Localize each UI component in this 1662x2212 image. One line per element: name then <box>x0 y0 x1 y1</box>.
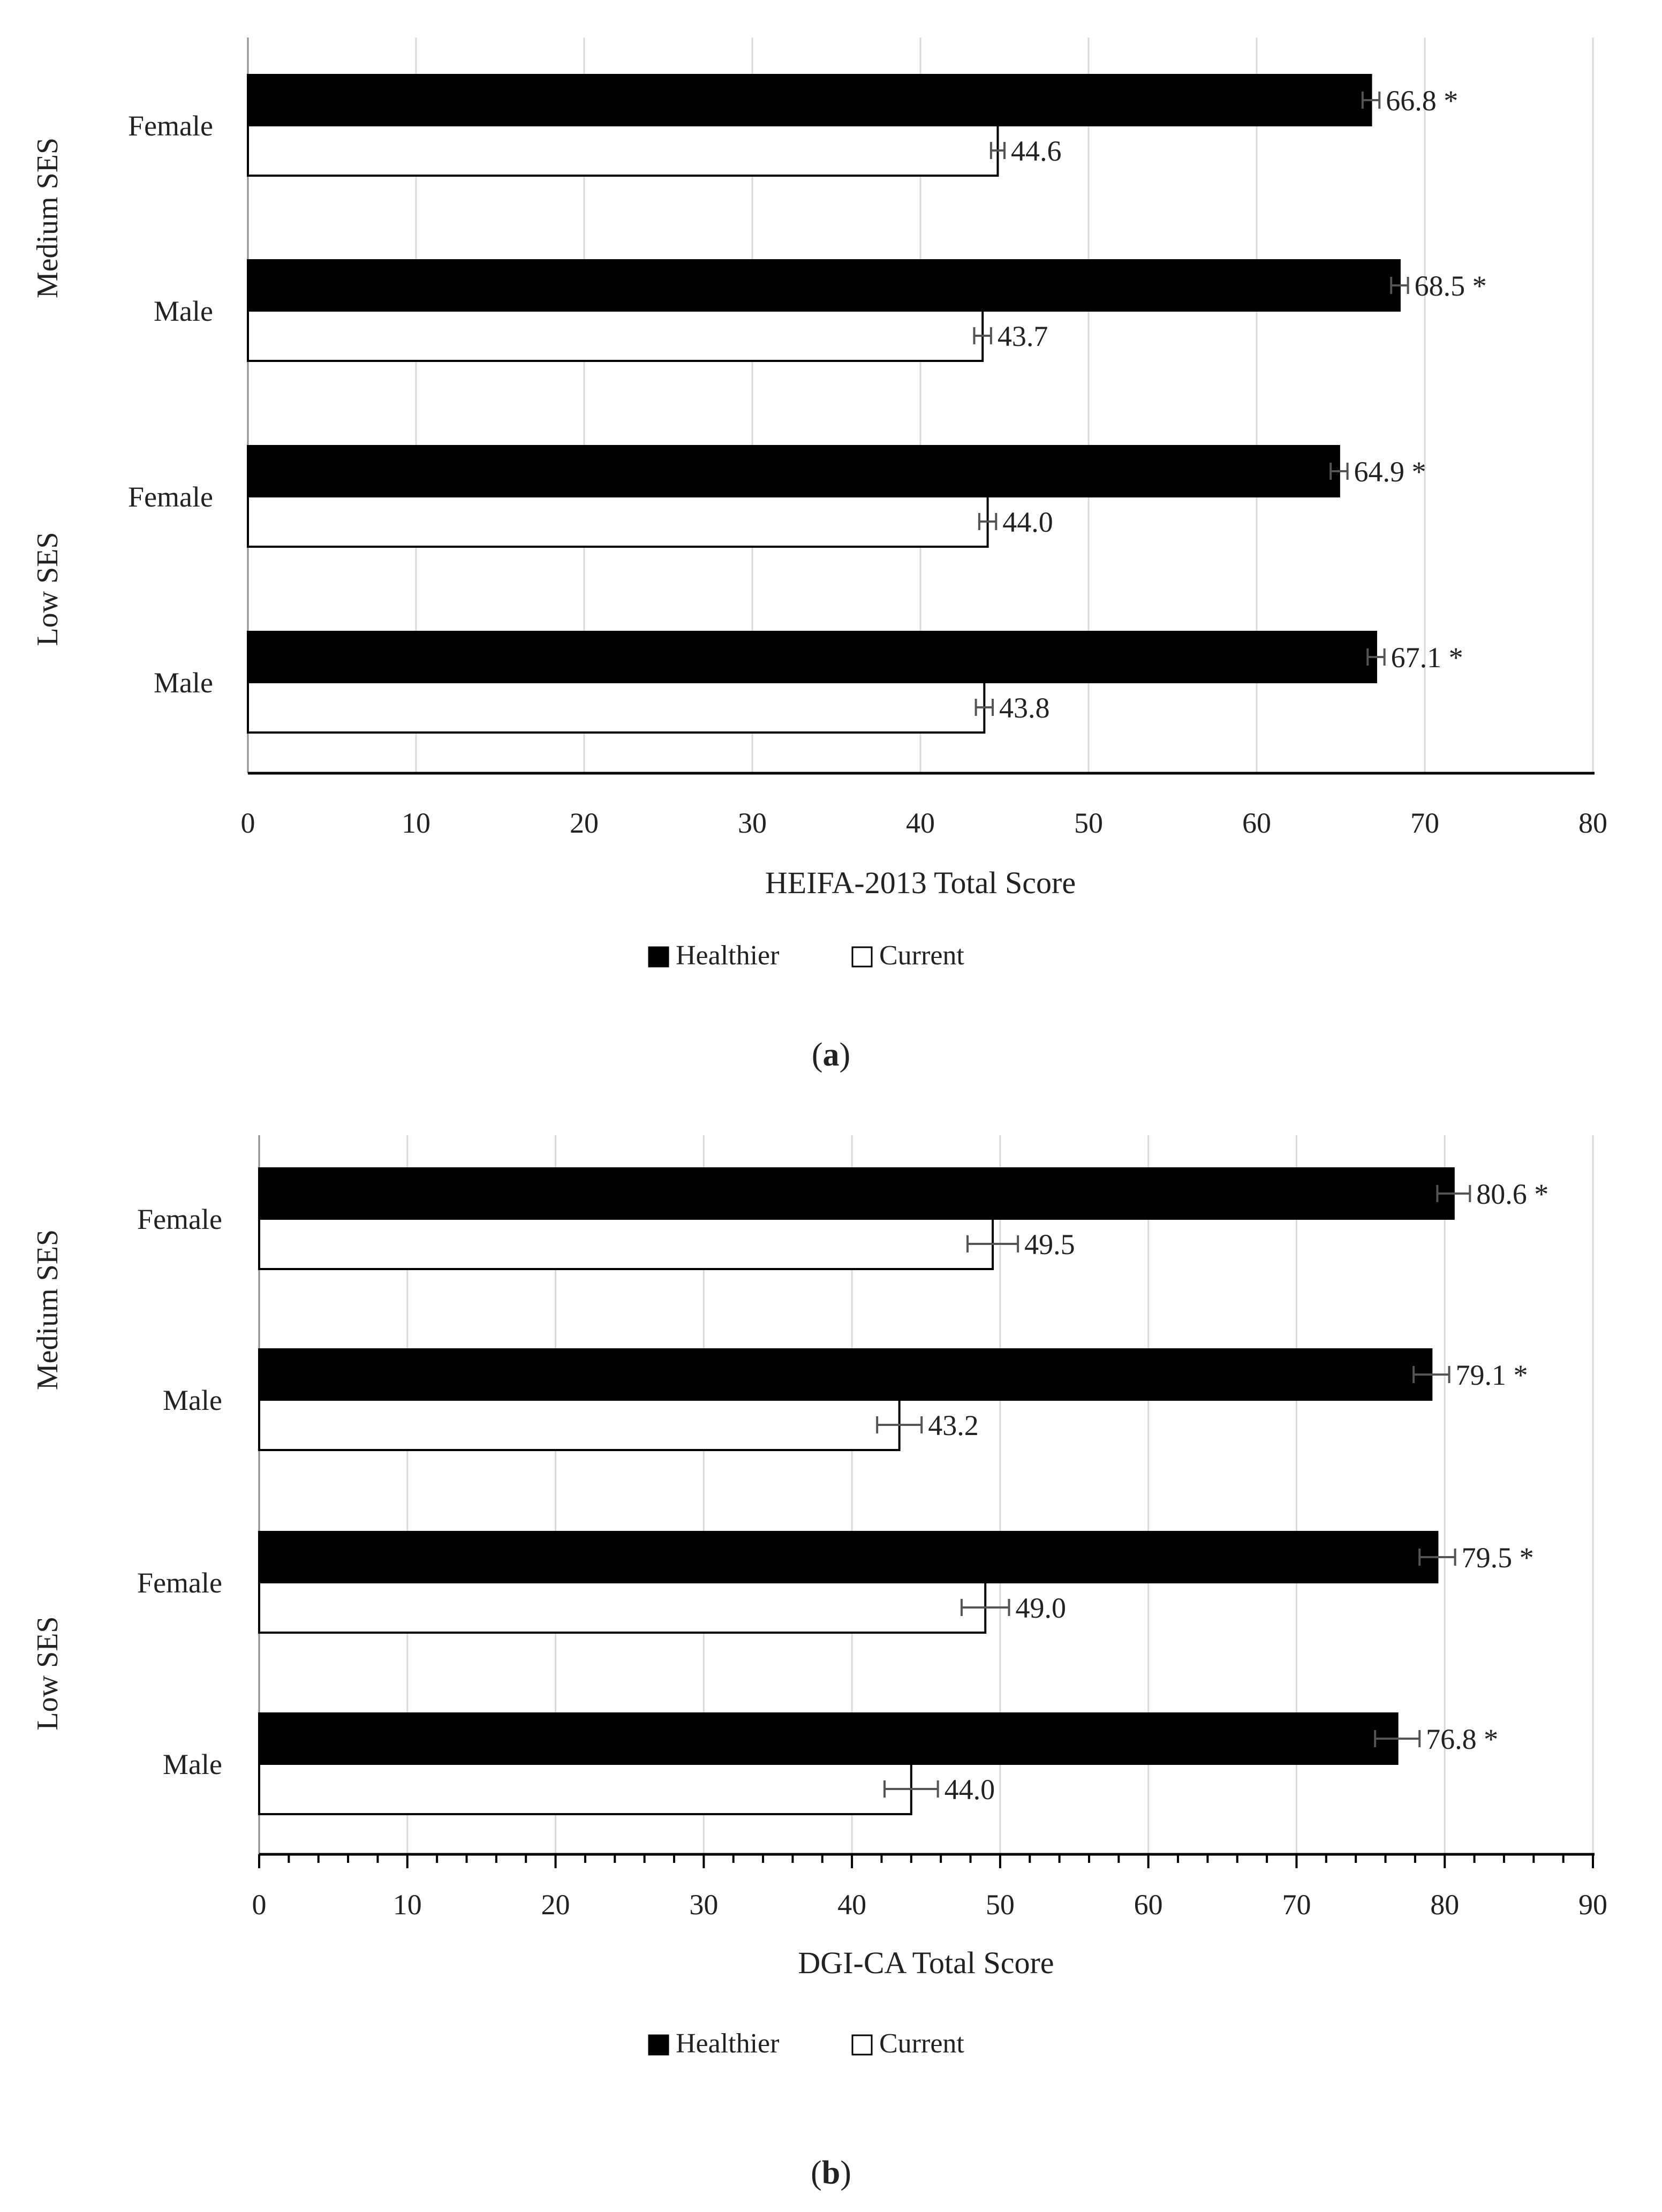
category-label: Female <box>128 110 213 142</box>
x-tick-label: 0 <box>252 1889 267 1921</box>
chart-panel-b: 80.6 * 79.1 * 79.5 * 76.8 * 49.5 43.2 49.0 44.0… <box>31 1135 1607 2191</box>
x-tick-label: 90 <box>1578 1889 1607 1921</box>
x-tick-label: 0 <box>241 807 255 839</box>
chart-panel-a: 66.8 * 68.5 * 64.9 * 67.1 * 44.6 43.7 44.0 43.8… <box>31 37 1607 1073</box>
x-tick-label: 60 <box>1242 807 1271 839</box>
group-label: Low SES <box>31 532 64 646</box>
x-tick-label: 30 <box>689 1889 718 1921</box>
x-tick-label: 70 <box>1282 1889 1311 1921</box>
bar-healthier <box>258 1348 1433 1401</box>
legend: Healthier Current <box>648 2028 964 2059</box>
data-label: 79.5 * <box>1462 1542 1534 1574</box>
bar-healthier <box>247 74 1372 126</box>
bar-current <box>258 1763 912 1815</box>
x-tick-label: 10 <box>393 1889 422 1921</box>
x-tick-label: 80 <box>1578 807 1607 839</box>
legend-label: Current <box>879 2028 964 2059</box>
data-label: 67.1 * <box>1391 641 1463 674</box>
x-axis-title: HEIFA-2013 Total Score <box>765 865 1076 900</box>
category-label: Male <box>154 295 213 327</box>
bar-current <box>247 681 986 734</box>
legend-swatch-current <box>851 946 873 968</box>
panel-label: (a) <box>812 1037 850 1073</box>
x-tick-label: 70 <box>1410 807 1439 839</box>
category-label: Male <box>163 1748 222 1780</box>
group-label: Medium SES <box>31 1229 64 1390</box>
x-tick-label: 30 <box>738 807 767 839</box>
bar-healthier <box>258 1167 1455 1220</box>
data-label: 43.2 <box>928 1409 979 1441</box>
legend-label: Current <box>879 940 964 971</box>
category-label: Female <box>128 481 213 513</box>
bar-current <box>258 1581 987 1634</box>
x-tick-label: 40 <box>837 1889 866 1921</box>
legend-label: Healthier <box>676 940 779 971</box>
data-label: 68.5 * <box>1415 270 1487 302</box>
data-label: 76.8 * <box>1426 1723 1498 1755</box>
legend-swatch-current <box>851 2034 873 2056</box>
data-label: 43.8 <box>999 692 1050 724</box>
data-label: 43.7 <box>998 320 1048 352</box>
bar-healthier <box>247 259 1401 312</box>
legend: Healthier Current <box>648 940 964 971</box>
data-label: 80.6 * <box>1476 1178 1548 1210</box>
data-label: 49.5 <box>1024 1228 1075 1260</box>
x-tick-label: 20 <box>541 1889 570 1921</box>
data-label: 64.9 * <box>1354 456 1426 488</box>
x-tick-label: 50 <box>1074 807 1103 839</box>
bar-healthier <box>247 631 1377 683</box>
data-label: 66.8 * <box>1386 85 1458 117</box>
x-tick-label: 20 <box>570 807 599 839</box>
category-label: Female <box>137 1203 222 1235</box>
data-label: 44.0 <box>1002 506 1053 538</box>
category-label: Male <box>163 1384 222 1416</box>
data-label: 79.1 * <box>1456 1359 1528 1391</box>
data-label: 44.6 <box>1011 135 1062 167</box>
bar-healthier <box>258 1531 1439 1583</box>
data-label: 44.0 <box>945 1773 995 1806</box>
data-label: 49.0 <box>1015 1592 1066 1624</box>
bar-healthier <box>247 445 1340 497</box>
group-label: Medium SES <box>31 138 64 298</box>
category-label: Male <box>154 667 213 699</box>
x-tick-label: 80 <box>1430 1889 1459 1921</box>
x-tick-label: 60 <box>1134 1889 1163 1921</box>
bar-current <box>247 309 984 362</box>
x-tick-label: 50 <box>986 1889 1015 1921</box>
category-label: Female <box>137 1567 222 1599</box>
legend-label: Healthier <box>676 2028 779 2059</box>
x-tick-label: 40 <box>906 807 935 839</box>
x-tick-label: 10 <box>402 807 430 839</box>
x-axis-title: DGI-CA Total Score <box>798 1945 1054 1980</box>
bar-current <box>247 495 989 548</box>
legend-swatch-healthier <box>648 2034 669 2056</box>
group-label: Low SES <box>31 1616 64 1730</box>
bar-healthier <box>258 1712 1399 1765</box>
panel-label: (b) <box>811 2155 851 2191</box>
legend-swatch-healthier <box>648 946 669 968</box>
bar-current <box>258 1399 901 1451</box>
bar-current <box>258 1218 994 1270</box>
bar-current <box>247 124 999 177</box>
